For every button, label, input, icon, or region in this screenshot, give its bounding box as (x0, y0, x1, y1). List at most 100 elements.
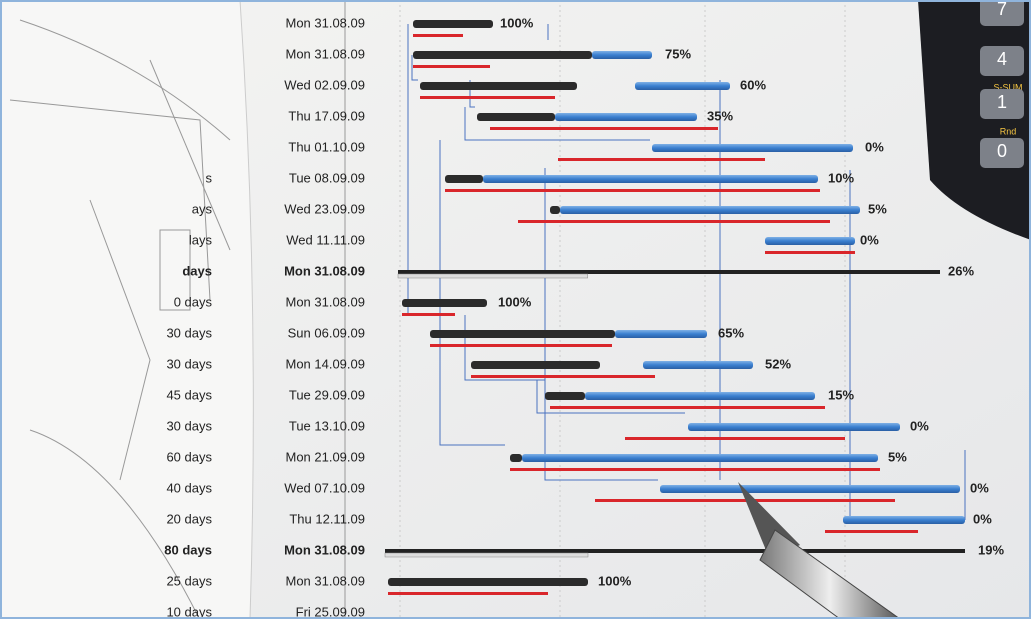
baseline (430, 344, 612, 347)
done-bar (471, 361, 600, 369)
baseline (388, 592, 548, 595)
percent: 5% (868, 201, 887, 216)
key-label: S-SUM (994, 82, 1023, 92)
task-bar (660, 485, 960, 493)
duration: 0 days (174, 294, 213, 309)
percent: 35% (707, 108, 733, 123)
key-label: 0 (997, 141, 1007, 161)
date: Tue 08.09.09 (289, 170, 365, 185)
done-bar (388, 578, 588, 586)
date: Mon 31.08.09 (285, 46, 365, 61)
date: Wed 11.11.09 (286, 232, 365, 247)
key-label: 7 (997, 0, 1007, 19)
duration: days (182, 263, 212, 278)
duration: 80 days (164, 542, 212, 557)
baseline (402, 313, 455, 316)
task-bar (635, 82, 730, 90)
date: Wed 07.10.09 (284, 480, 365, 495)
duration: 10 days (166, 604, 212, 619)
key (980, 89, 1024, 119)
percent: 100% (498, 294, 532, 309)
percent: 0% (865, 139, 884, 154)
date: Thu 01.10.09 (288, 139, 365, 154)
key (980, 46, 1024, 76)
done-bar (420, 82, 577, 90)
date: Tue 29.09.09 (289, 387, 365, 402)
task-bar (688, 423, 900, 431)
date: Mon 31.08.09 (284, 263, 365, 278)
percent: 100% (500, 15, 534, 30)
baseline (825, 530, 918, 533)
duration: 30 days (166, 325, 212, 340)
task-bar (765, 237, 855, 245)
baseline (445, 189, 820, 192)
percent: 100% (598, 573, 632, 588)
key-label: Rnd (1000, 126, 1017, 136)
duration: 40 days (166, 480, 212, 495)
done-bar (510, 454, 522, 462)
duration: 60 days (166, 449, 212, 464)
baseline (490, 127, 718, 130)
percent: 0% (973, 511, 992, 526)
summary-bar (398, 270, 940, 274)
date: Mon 21.09.09 (285, 449, 365, 464)
task-bar (643, 361, 753, 369)
duration: 20 days (166, 511, 212, 526)
task-bar (652, 144, 853, 152)
date: Thu 17.09.09 (288, 108, 365, 123)
percent: 60% (740, 77, 766, 92)
baseline (550, 406, 825, 409)
key (980, 0, 1024, 26)
baseline (471, 375, 655, 378)
done-bar (413, 51, 592, 59)
percent: 5% (888, 449, 907, 464)
date: Wed 23.09.09 (284, 201, 365, 216)
duration: lays (189, 232, 213, 247)
task-bar (585, 392, 815, 400)
date: Mon 31.08.09 (285, 573, 365, 588)
done-bar (477, 113, 555, 121)
summary-progress (397, 273, 588, 279)
baseline (510, 468, 880, 471)
done-bar (413, 20, 493, 28)
percent: 19% (978, 542, 1004, 557)
percent: 26% (948, 263, 974, 278)
task-bar (560, 206, 860, 214)
task-bar (843, 516, 965, 524)
baseline (765, 251, 855, 254)
key-label: 4 (997, 49, 1007, 69)
percent: 75% (665, 46, 691, 61)
grid (399, 0, 846, 619)
task-bar (592, 51, 652, 59)
baseline (558, 158, 765, 161)
date: Mon 14.09.09 (285, 356, 365, 371)
summary-progress (384, 552, 589, 558)
baseline (413, 65, 490, 68)
task-bar (522, 454, 878, 462)
baseline (518, 220, 830, 223)
task-bar (615, 330, 707, 338)
done-bar (430, 330, 615, 338)
date: Fri 25.09.09 (296, 604, 365, 619)
technical-drawing (9, 19, 231, 621)
task-bar (483, 175, 818, 183)
percent: 0% (970, 480, 989, 495)
date: Sun 06.09.09 (288, 325, 365, 340)
duration: s (206, 170, 213, 185)
drawing-page (0, 0, 254, 620)
key (980, 138, 1024, 168)
date: Tue 13.10.09 (289, 418, 365, 433)
key-label: 1 (997, 92, 1007, 112)
task-bar (555, 113, 697, 121)
date: Mon 31.08.09 (285, 294, 365, 309)
percent: 0% (910, 418, 929, 433)
done-bar (550, 206, 560, 214)
percent: 52% (765, 356, 791, 371)
baseline (625, 437, 845, 440)
done-bar (402, 299, 487, 307)
duration: 45 days (166, 387, 212, 402)
duration: ays (192, 201, 213, 216)
date: Mon 31.08.09 (285, 15, 365, 30)
